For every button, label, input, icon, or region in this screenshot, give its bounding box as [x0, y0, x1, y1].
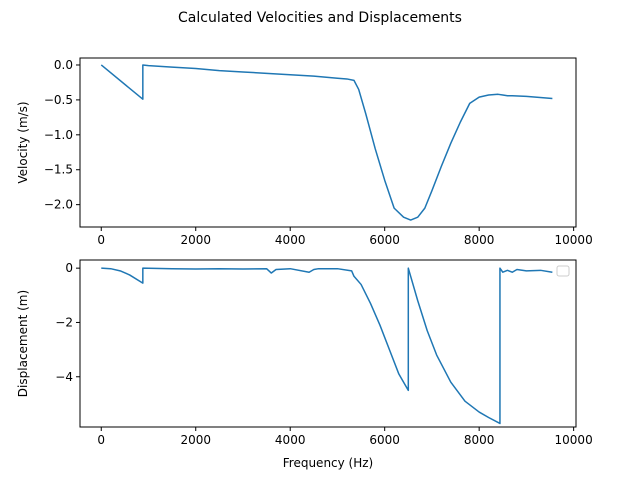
x-tick-label: 6000 [369, 233, 400, 247]
x-tick-label: 8000 [464, 233, 495, 247]
y-tick-label: 0.0 [54, 58, 73, 72]
y-tick-label: −1.0 [44, 128, 73, 142]
series-line-2-1 [101, 267, 553, 425]
series-line-1-1 [100, 64, 553, 221]
x-tick-label: 4000 [275, 433, 306, 447]
x-tick-label: 2000 [180, 433, 211, 447]
x-tick-label: 4000 [275, 233, 306, 247]
axes-frame-2 [79, 259, 577, 428]
legend-box [556, 265, 570, 277]
x-tick-label: 2000 [180, 233, 211, 247]
y-tick-label: −4 [55, 370, 73, 384]
subplot-2: 0 2000 4000 6000 8000 10000 0 −2 −4 Displacement … [16, 259, 593, 470]
x-tick-label: 10000 [555, 233, 593, 247]
x-tick-label: 10000 [555, 433, 593, 447]
x-tick-label: 8000 [464, 433, 495, 447]
x-tick-label: 0 [97, 433, 105, 447]
y-axis-label-2: Displacement (m) [16, 290, 30, 397]
y-tick-label: −1.5 [44, 163, 73, 177]
x-tick-label: 0 [97, 233, 105, 247]
subplot-1: 0 2000 4000 6000 8000 10000 0.0 −0.5 −1.0 −1.5 −2.… [16, 57, 593, 247]
x-axis-label-2: Frequency (Hz) [283, 456, 374, 470]
y-tick-label: −0.5 [44, 93, 73, 107]
y-tick-label: −2.0 [44, 198, 73, 212]
x-tick-label: 6000 [369, 433, 400, 447]
axes-frame-1 [79, 57, 577, 228]
y-tick-label: −2 [55, 315, 73, 329]
figure-title: Calculated Velocities and Displacements [178, 10, 462, 26]
y-axis-label-1: Velocity (m/s) [16, 101, 30, 183]
y-tick-label: 0 [65, 261, 73, 275]
